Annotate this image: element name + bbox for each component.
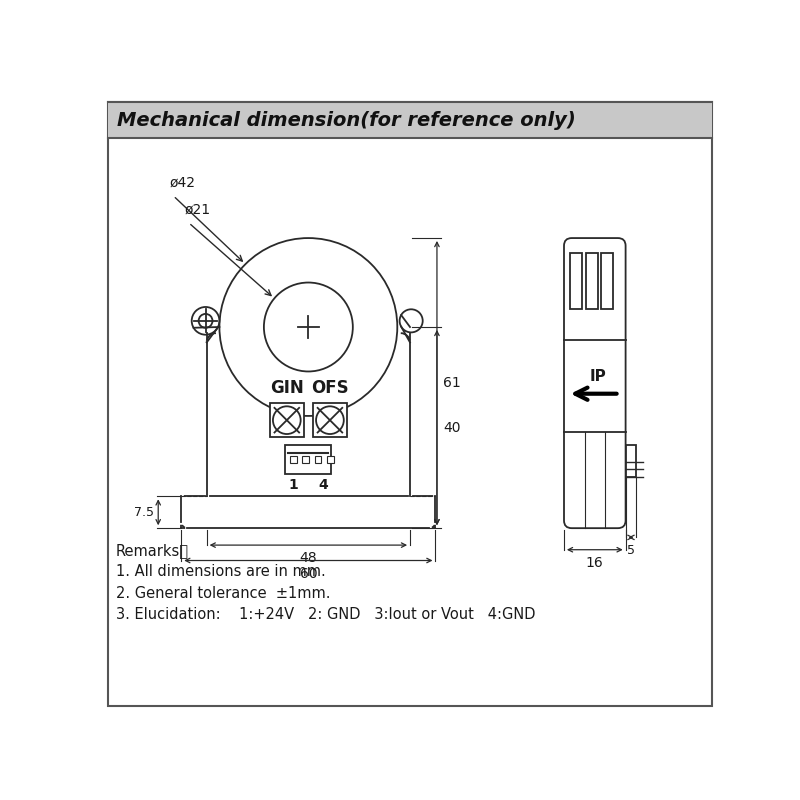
Text: Mechanical dimension(for reference only): Mechanical dimension(for reference only)	[118, 111, 576, 130]
Text: 16: 16	[586, 556, 604, 570]
Bar	[586, 254, 598, 309]
Text: ø42: ø42	[170, 175, 195, 190]
Bar	[570, 254, 582, 309]
Text: 7.5: 7.5	[134, 506, 154, 518]
Text: 61: 61	[443, 376, 461, 390]
Text: 48: 48	[299, 551, 317, 566]
Text: GIN: GIN	[270, 379, 304, 397]
Bar	[302, 456, 309, 463]
Bar	[290, 456, 297, 463]
Bar	[270, 403, 304, 437]
Text: 5: 5	[627, 543, 635, 557]
Bar	[314, 456, 322, 463]
Bar	[108, 102, 712, 138]
Bar	[626, 445, 636, 477]
Text: IP: IP	[590, 370, 606, 384]
Text: 1: 1	[288, 478, 298, 492]
Text: 60: 60	[299, 566, 317, 581]
Bar	[601, 254, 614, 309]
Bar	[313, 403, 347, 437]
Text: 3. Elucidation:    1:+24V   2: GND   3:Iout or Vout   4:GND: 3. Elucidation: 1:+24V 2: GND 3:Iout or …	[116, 607, 535, 622]
Text: ø21: ø21	[185, 202, 211, 217]
Bar	[286, 445, 331, 474]
Text: 2. General tolerance  ±1mm.: 2. General tolerance ±1mm.	[116, 586, 330, 601]
Text: 1. All dimensions are in mm.: 1. All dimensions are in mm.	[116, 564, 326, 579]
Text: Remarks：: Remarks：	[116, 542, 189, 558]
Text: OFS: OFS	[311, 379, 349, 397]
Bar	[327, 456, 334, 463]
Text: 40: 40	[443, 421, 461, 434]
FancyBboxPatch shape	[564, 238, 626, 528]
Text: 4: 4	[318, 478, 328, 492]
